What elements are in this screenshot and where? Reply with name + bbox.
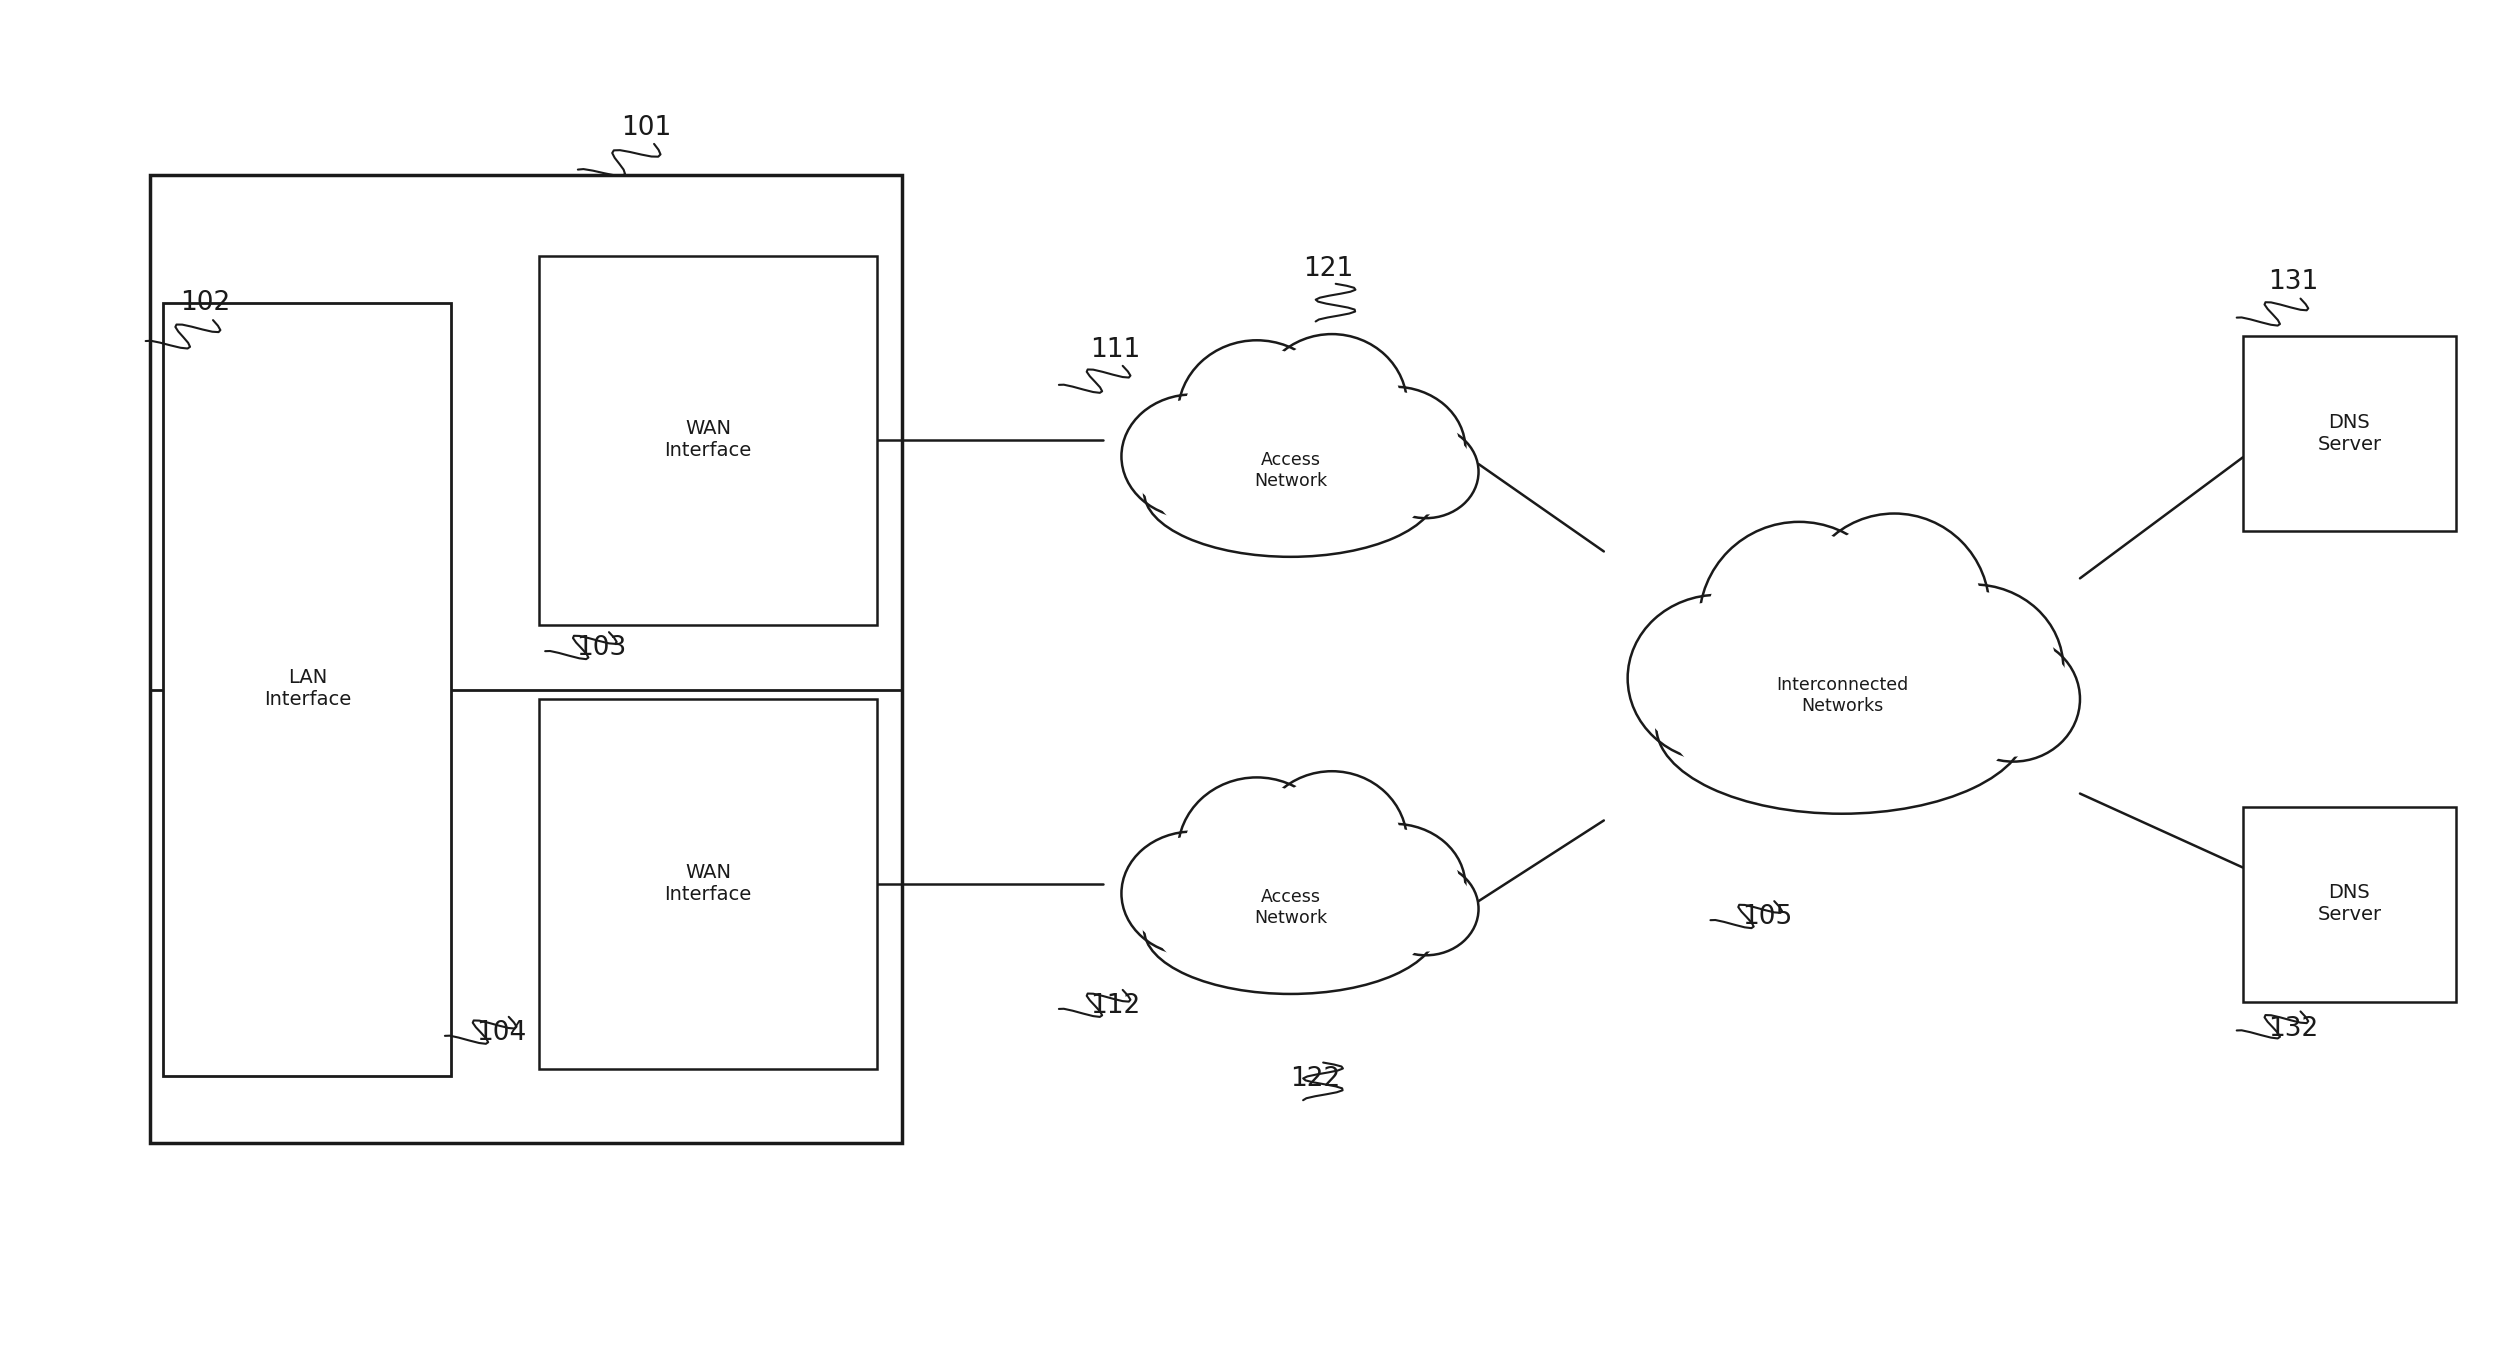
Ellipse shape [1328, 829, 1458, 943]
Ellipse shape [1890, 590, 2055, 745]
Bar [539, 256, 877, 625]
Ellipse shape [1882, 584, 2062, 751]
Ellipse shape [1634, 601, 1802, 755]
Text: WAN
Interface: WAN Interface [664, 420, 752, 460]
Ellipse shape [1373, 862, 1479, 955]
Text: 111: 111 [1090, 336, 1140, 363]
Ellipse shape [1707, 530, 1892, 714]
Ellipse shape [1323, 823, 1466, 947]
Bar [2243, 336, 2456, 531]
Text: 131: 131 [2268, 269, 2318, 296]
Ellipse shape [1672, 646, 2012, 807]
Ellipse shape [1120, 831, 1266, 955]
Bar [163, 303, 451, 1076]
Ellipse shape [1143, 863, 1436, 994]
Ellipse shape [1256, 771, 1406, 913]
Text: 132: 132 [2268, 1015, 2318, 1042]
Text: Access
Network: Access Network [1253, 889, 1328, 927]
Ellipse shape [1952, 642, 2075, 757]
Ellipse shape [1263, 340, 1401, 471]
Text: 103: 103 [576, 635, 626, 662]
Ellipse shape [1656, 639, 2027, 814]
Ellipse shape [1256, 334, 1406, 476]
Ellipse shape [1185, 346, 1328, 483]
Ellipse shape [1328, 391, 1458, 506]
Text: 112: 112 [1090, 993, 1140, 1020]
Ellipse shape [1263, 777, 1401, 908]
Text: DNS
Server: DNS Server [2318, 413, 2381, 453]
Ellipse shape [1155, 432, 1426, 551]
Ellipse shape [1699, 522, 1900, 722]
Text: Interconnected
Networks: Interconnected Networks [1777, 677, 1907, 714]
Text: 104: 104 [476, 1020, 526, 1046]
Ellipse shape [1799, 514, 1990, 705]
Text: LAN
Interface: LAN Interface [266, 668, 351, 709]
Ellipse shape [1143, 426, 1436, 557]
Text: WAN
Interface: WAN Interface [664, 863, 752, 904]
Text: DNS
Server: DNS Server [2318, 884, 2381, 924]
Ellipse shape [1128, 399, 1258, 514]
Bar [2243, 807, 2456, 1002]
Text: 102: 102 [180, 289, 231, 316]
Ellipse shape [1629, 594, 1809, 761]
Text: Access
Network: Access Network [1253, 452, 1328, 490]
Bar [539, 699, 877, 1069]
Ellipse shape [1807, 522, 1982, 698]
Ellipse shape [1178, 340, 1336, 488]
Ellipse shape [1373, 425, 1479, 518]
Text: 121: 121 [1303, 256, 1353, 282]
Ellipse shape [1120, 394, 1266, 518]
Ellipse shape [1155, 869, 1426, 989]
Text: 122: 122 [1291, 1065, 1341, 1092]
Bar [150, 175, 902, 1143]
Ellipse shape [1178, 777, 1336, 925]
Ellipse shape [1947, 636, 2080, 761]
Ellipse shape [1323, 387, 1466, 511]
Ellipse shape [1378, 429, 1474, 514]
Text: 101: 101 [621, 114, 672, 141]
Text: 105: 105 [1742, 904, 1792, 931]
Ellipse shape [1128, 837, 1258, 951]
Ellipse shape [1185, 783, 1328, 920]
Ellipse shape [1378, 866, 1474, 951]
